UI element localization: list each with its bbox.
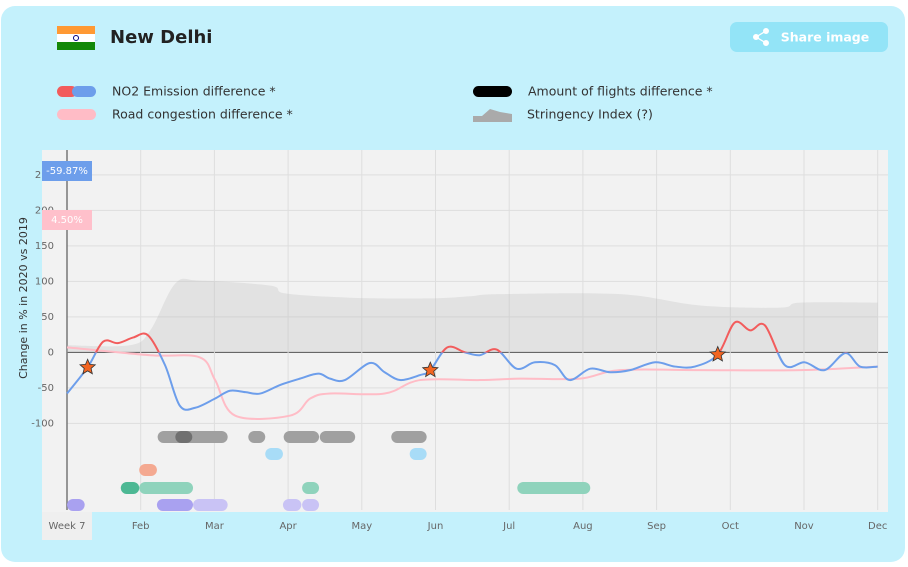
title: New Delhi [110, 27, 212, 48]
value-badge-label: -59.87% [46, 166, 88, 177]
flag [57, 26, 95, 50]
y-tick-label: -100 [31, 418, 54, 429]
event-star [709, 345, 727, 362]
legend-swatch [57, 86, 77, 97]
y-tick-label: 150 [35, 241, 54, 252]
x-tick-label: Sep [647, 521, 666, 532]
legend-swatch [72, 86, 96, 97]
event-bar [409, 448, 427, 460]
value-badge [42, 210, 92, 230]
event-bar [265, 448, 283, 460]
event-bar [391, 431, 427, 443]
event-bar [67, 499, 85, 511]
event-bar [319, 431, 356, 443]
x-tick-label: Feb [132, 521, 150, 532]
event-bar [282, 499, 302, 511]
x-tick-label: Jul [502, 521, 515, 532]
event-bar [283, 431, 320, 443]
legend: NO2 Emission difference * Amount of flig… [57, 84, 713, 122]
x-tick-label: Apr [279, 521, 297, 532]
event-bar [248, 431, 266, 443]
value-badge [42, 161, 92, 181]
x-tick-label: Week 7 [49, 521, 86, 532]
y-tick-label: 0 [48, 347, 54, 358]
legend-swatch [57, 109, 96, 120]
legend-label: Road congestion difference * [112, 107, 293, 122]
x-tick-label: Oct [722, 521, 739, 532]
value-badge-label: 4.50% [51, 215, 83, 226]
event-bar [517, 482, 591, 494]
event-bar [120, 482, 140, 494]
share-label[interactable]: Share image [781, 30, 870, 45]
x-tick-label: Mar [205, 521, 225, 532]
legend-label: Amount of flights difference * [528, 84, 713, 99]
event-bar [193, 499, 228, 511]
event-bar [175, 431, 193, 443]
y-axis-label: Change in % in 2020 vs 2019 [17, 217, 30, 379]
event-bar [302, 482, 320, 494]
first-tick-box [42, 512, 92, 540]
event-bar [302, 499, 320, 511]
line [66, 346, 878, 420]
event-bar [157, 431, 228, 443]
legend-swatch [473, 86, 512, 97]
x-tick-label: Nov [794, 521, 814, 532]
event-bar [139, 482, 194, 494]
y-tick-label: 100 [35, 276, 54, 287]
event-bar [139, 464, 157, 476]
x-tick-label: Jun [427, 521, 444, 532]
y-tick-label: -50 [38, 383, 54, 394]
y-tick-label: 50 [41, 312, 54, 323]
event-bar [156, 499, 194, 511]
line [66, 320, 878, 411]
share-button[interactable]: Share image [730, 22, 888, 52]
x-tick-label: Aug [573, 521, 593, 532]
legend-label: Stringency Index (?) [527, 107, 653, 122]
event-star [79, 358, 97, 375]
event-star [421, 361, 439, 378]
x-tick-label: May [351, 521, 372, 532]
legend-swatch [473, 109, 512, 122]
x-tick-label: Dec [868, 521, 887, 532]
area [67, 278, 878, 353]
legend-label: NO2 Emission difference * [112, 84, 276, 99]
